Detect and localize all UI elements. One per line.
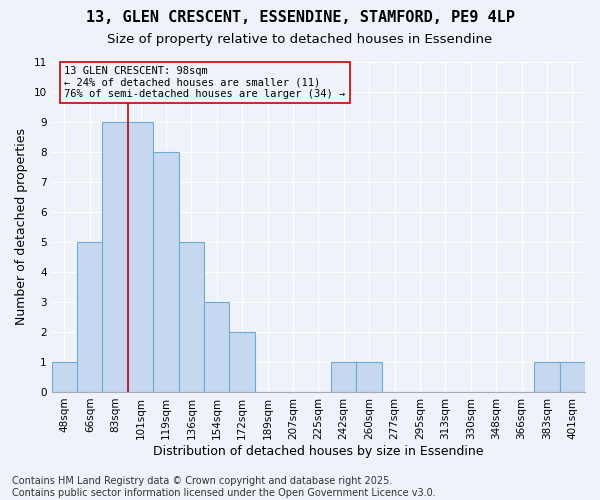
Bar: [103, 122, 128, 392]
Bar: [153, 152, 179, 392]
Bar: [77, 242, 103, 392]
Text: Contains HM Land Registry data © Crown copyright and database right 2025.
Contai: Contains HM Land Registry data © Crown c…: [12, 476, 436, 498]
Bar: [128, 122, 153, 392]
Bar: [560, 362, 585, 392]
Bar: [52, 362, 77, 392]
Bar: [204, 302, 229, 392]
Bar: [331, 362, 356, 392]
Bar: [356, 362, 382, 392]
Bar: [229, 332, 255, 392]
Text: Size of property relative to detached houses in Essendine: Size of property relative to detached ho…: [107, 32, 493, 46]
Text: 13 GLEN CRESCENT: 98sqm
← 24% of detached houses are smaller (11)
76% of semi-de: 13 GLEN CRESCENT: 98sqm ← 24% of detache…: [64, 66, 346, 99]
Bar: [534, 362, 560, 392]
Y-axis label: Number of detached properties: Number of detached properties: [15, 128, 28, 325]
Text: 13, GLEN CRESCENT, ESSENDINE, STAMFORD, PE9 4LP: 13, GLEN CRESCENT, ESSENDINE, STAMFORD, …: [86, 10, 514, 25]
X-axis label: Distribution of detached houses by size in Essendine: Distribution of detached houses by size …: [153, 444, 484, 458]
Bar: [179, 242, 204, 392]
